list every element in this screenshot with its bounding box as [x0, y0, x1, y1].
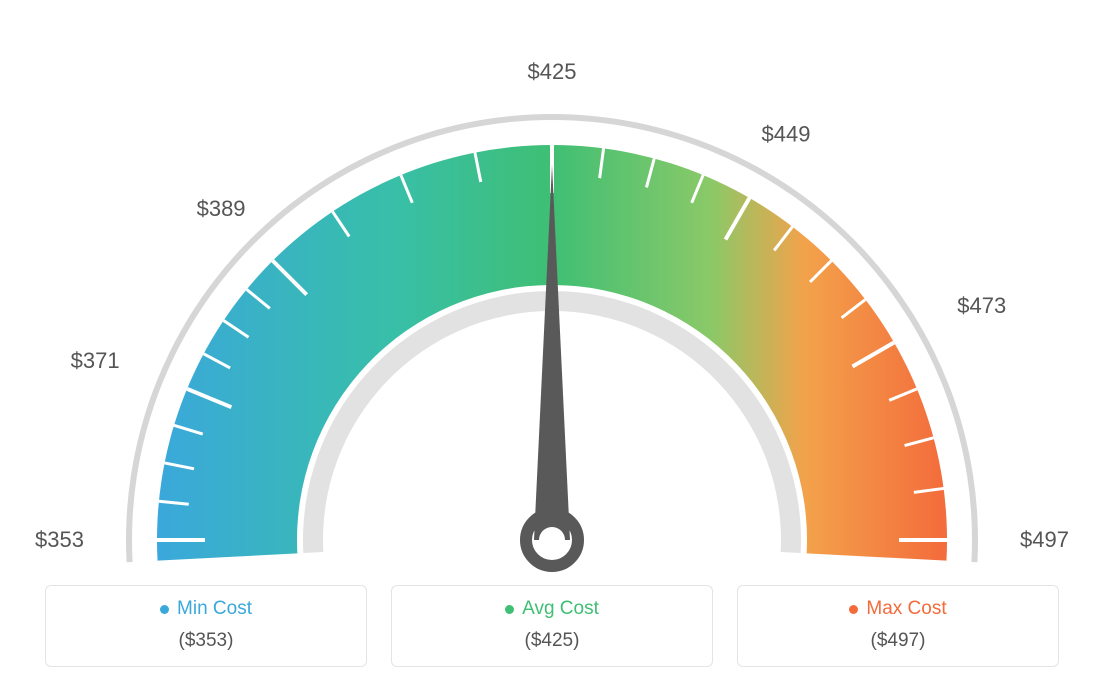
- legend-card-min: Min Cost ($353): [45, 585, 367, 667]
- legend-value-min: ($353): [46, 630, 366, 652]
- gauge-tick-label: $497: [1020, 527, 1069, 552]
- legend-card-max: Max Cost ($497): [737, 585, 1059, 667]
- legend-label-min: Min Cost: [177, 598, 252, 620]
- cost-gauge: $353 $371 $389 $425 $449 $473 $497: [0, 0, 1104, 585]
- gauge-tick-label: $353: [35, 527, 84, 552]
- legend-row: Min Cost ($353) Avg Cost ($425) Max Cost…: [0, 585, 1104, 667]
- legend-value-max: ($497): [738, 630, 1058, 652]
- legend-dot-max: [849, 605, 858, 614]
- gauge-tick-label: $389: [197, 196, 246, 221]
- legend-label-avg: Avg Cost: [522, 598, 599, 620]
- legend-card-avg: Avg Cost ($425): [391, 585, 713, 667]
- legend-dot-avg: [505, 605, 514, 614]
- legend-value-avg: ($425): [392, 630, 712, 652]
- gauge-tick-label: $425: [528, 59, 577, 84]
- gauge-needle-hub-inner: [539, 527, 565, 553]
- gauge-tick-label: $371: [71, 348, 120, 373]
- legend-dot-min: [160, 605, 169, 614]
- gauge-tick-label: $473: [957, 293, 1006, 318]
- gauge-tick-label: $449: [762, 122, 811, 147]
- legend-label-max: Max Cost: [866, 598, 946, 620]
